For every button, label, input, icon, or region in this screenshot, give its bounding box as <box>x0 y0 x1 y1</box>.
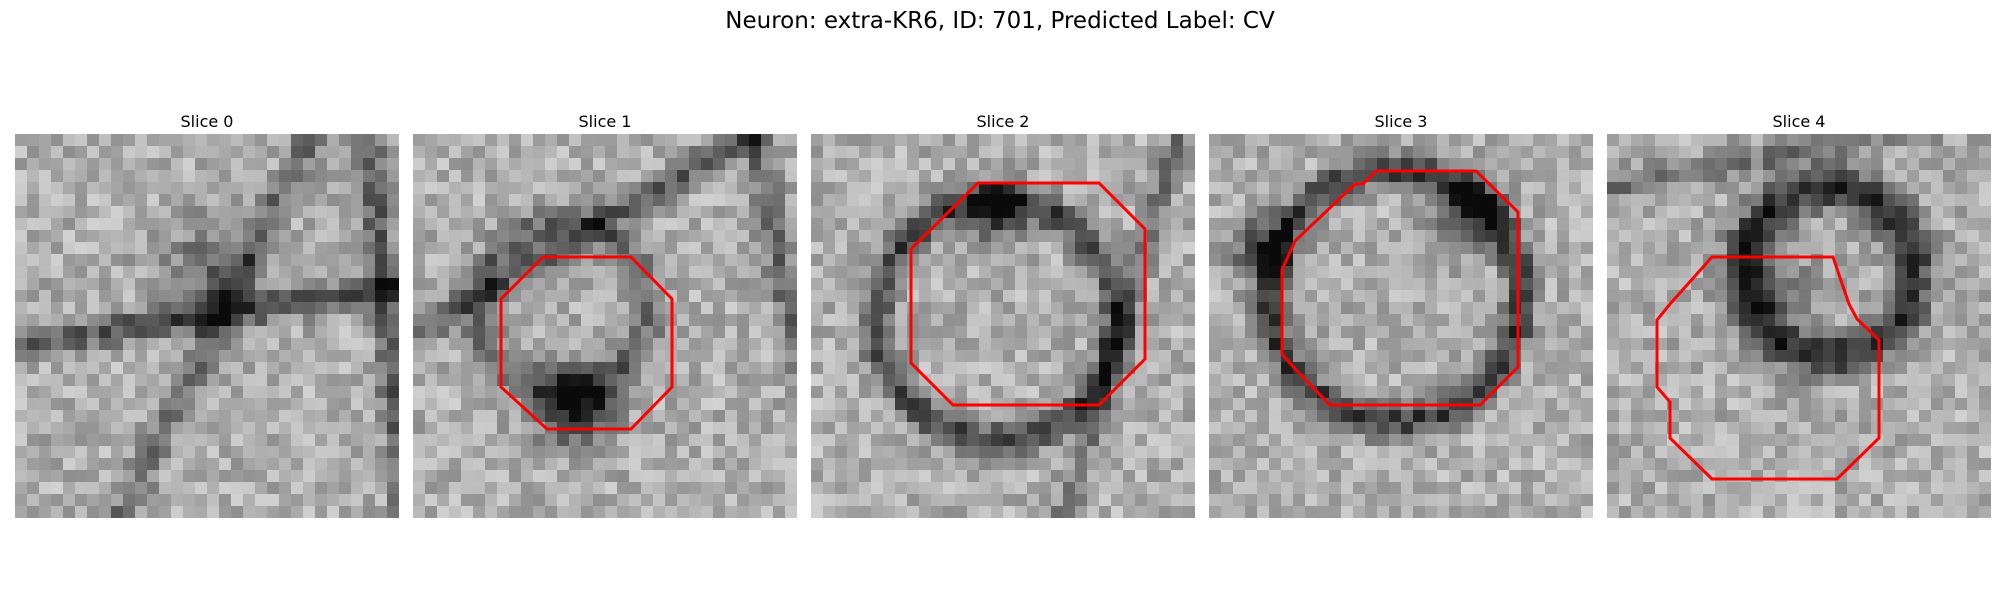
grayscale-image <box>1209 134 1593 518</box>
panel-slice-0: Slice 0 <box>15 110 399 518</box>
panel-title: Slice 2 <box>976 112 1030 131</box>
grayscale-image <box>1607 134 1991 518</box>
panel-title: Slice 1 <box>578 112 632 131</box>
roi-outline <box>909 181 1147 407</box>
figure-title: Neuron: extra-KR6, ID: 701, Predicted La… <box>725 8 1275 34</box>
panel-title: Slice 0 <box>180 112 234 131</box>
slice-image <box>413 134 797 518</box>
slice-image <box>15 134 399 518</box>
panel-slice-4: Slice 4 <box>1607 110 1991 518</box>
slice-image <box>811 134 1195 518</box>
roi-outline <box>1655 255 1881 481</box>
slice-image <box>1607 134 1991 518</box>
grayscale-image <box>413 134 797 518</box>
slice-image <box>1209 134 1593 518</box>
grayscale-image <box>15 134 399 518</box>
panel-slice-1: Slice 1 <box>413 110 797 518</box>
panel-title: Slice 4 <box>1772 112 1826 131</box>
panel-slice-2: Slice 2 <box>811 110 1195 518</box>
panel-title: Slice 3 <box>1374 112 1428 131</box>
roi-outline <box>499 255 674 431</box>
roi-outline <box>1280 169 1520 407</box>
panel-slice-3: Slice 3 <box>1209 110 1593 518</box>
grayscale-image <box>811 134 1195 518</box>
